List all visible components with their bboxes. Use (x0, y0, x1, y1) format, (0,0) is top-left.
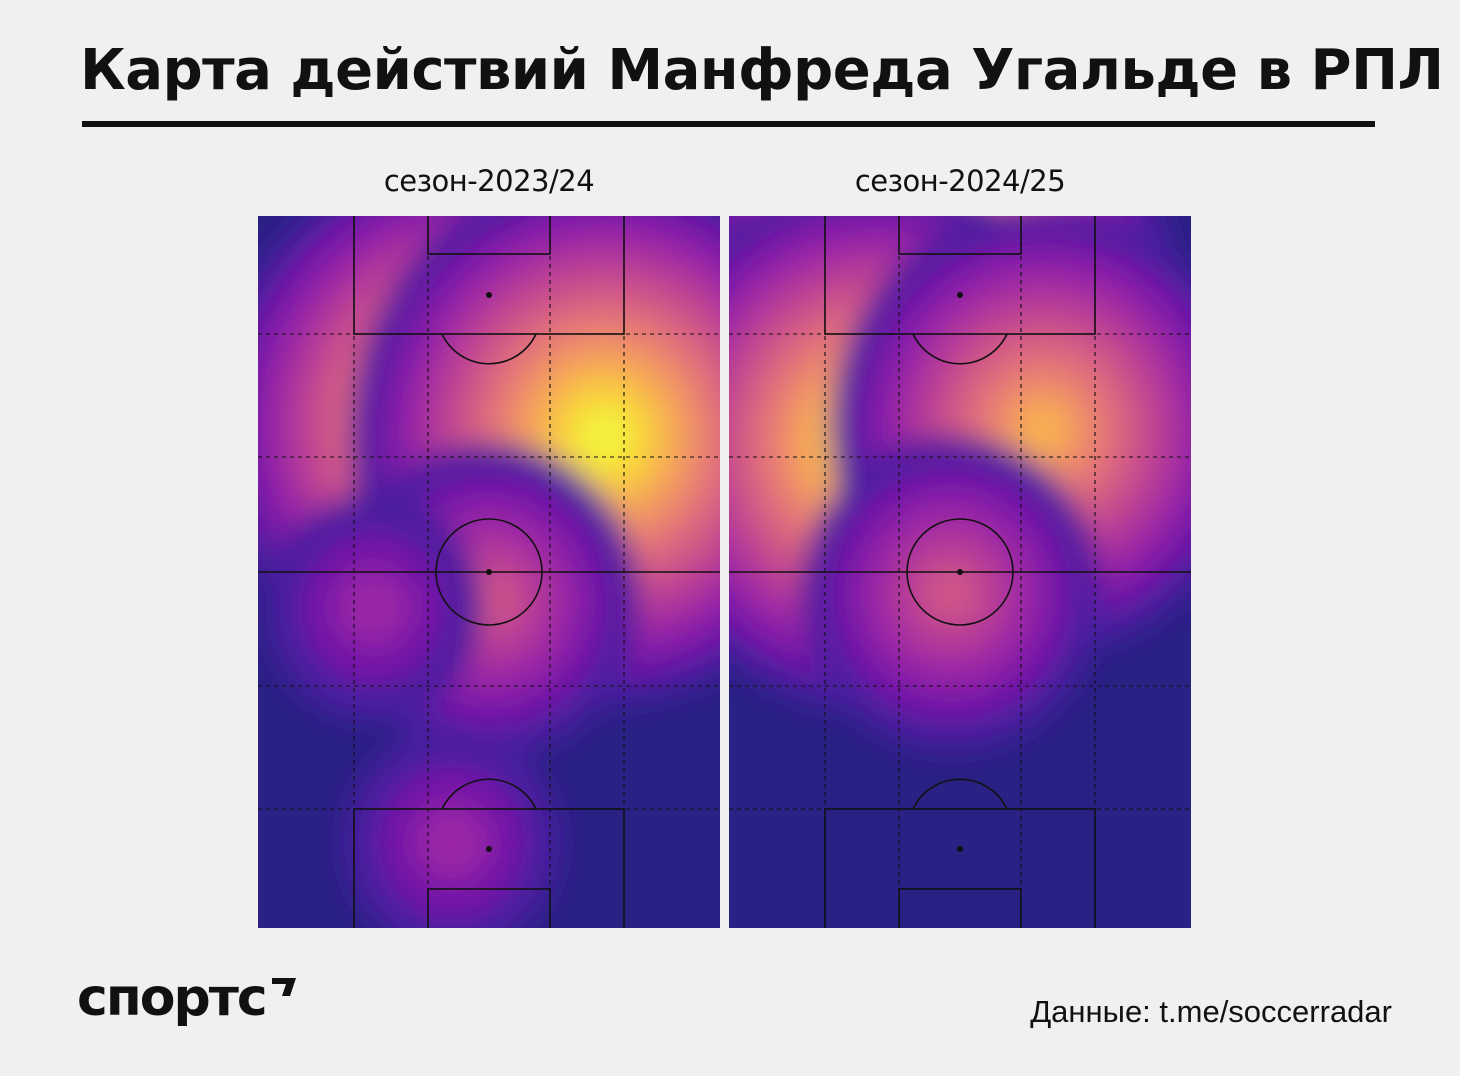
six-yard-box-top (898, 216, 1022, 255)
penalty-box-bottom (824, 808, 1096, 928)
hotspot-4-level-3 (416, 804, 489, 881)
hotspot-1-level-10 (579, 409, 630, 464)
sports-logo: спортс (77, 968, 298, 1028)
centre-spot (957, 569, 963, 575)
penalty-spot-bottom (957, 846, 963, 852)
chart-title: Карта действий Манфреда Угальде в РПЛ (80, 38, 1444, 103)
penalty-arc-bottom (441, 778, 537, 810)
title-underline (82, 121, 1375, 127)
penalty-box-top (353, 216, 625, 335)
penalty-box-top (824, 216, 1096, 335)
centre-circle (906, 518, 1014, 626)
season-label-2023-24: сезон-2023/24 (383, 164, 595, 198)
penalty-arc-bottom (912, 778, 1008, 810)
six-yard-box-bottom (898, 888, 1022, 928)
logo-slash-icon (271, 978, 296, 996)
pitch-markings (258, 216, 720, 928)
pitch-spots (486, 292, 492, 852)
six-yard-box-top (427, 216, 551, 255)
centre-circle (435, 518, 543, 626)
heatmap-pitch-2024-25 (729, 216, 1191, 928)
heatmap-pitch-2023-24 (258, 216, 720, 928)
penalty-arc-top (441, 333, 537, 365)
penalty-arc-top (912, 333, 1008, 365)
hotspot-3-level-3 (337, 569, 410, 646)
hotspot-2-level-8 (1016, 401, 1070, 458)
season-label-2024-25: сезон-2024/25 (854, 164, 1066, 198)
brand-wordmark: спортс (77, 968, 268, 1028)
pitch-markings (729, 216, 1191, 928)
hotspot-3-level-5 (920, 561, 981, 625)
pitch-spots (957, 292, 963, 852)
penalty-spot-top (957, 292, 963, 298)
data-source: Данные: t.me/soccerradar (1030, 994, 1392, 1029)
heat-layer (258, 216, 720, 928)
centre-spot (486, 569, 492, 575)
penalty-box-bottom (353, 808, 625, 928)
penalty-spot-bottom (486, 846, 492, 852)
penalty-spot-top (486, 292, 492, 298)
six-yard-box-bottom (427, 888, 551, 928)
